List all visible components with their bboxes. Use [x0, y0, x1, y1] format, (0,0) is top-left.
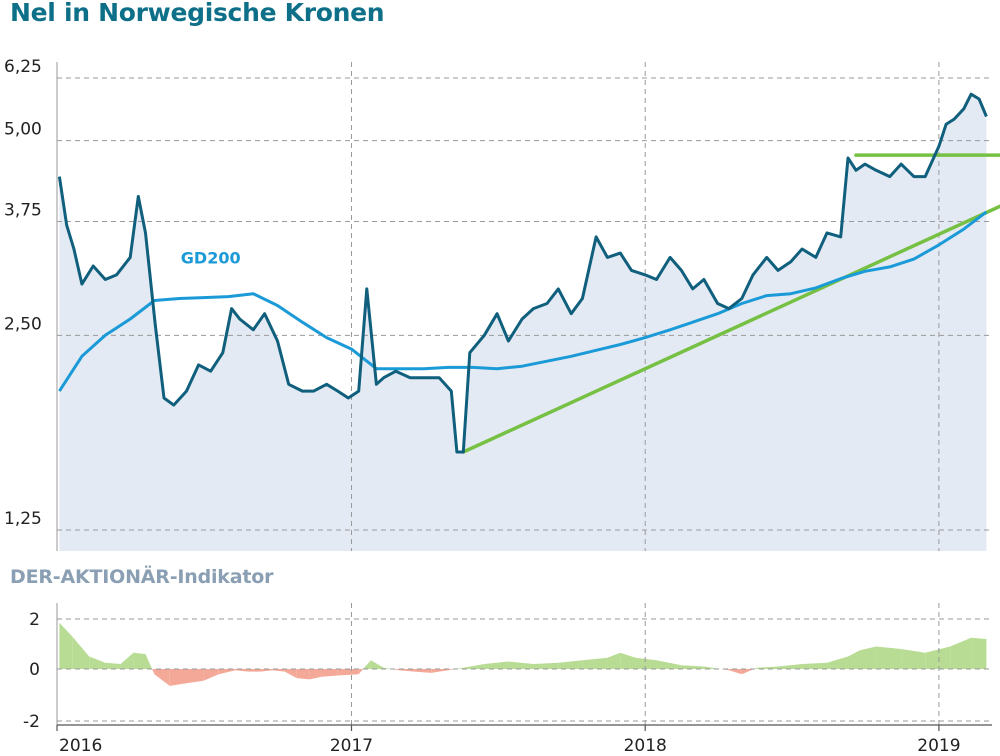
y-tick-label: 2,50: [4, 314, 42, 334]
indicator-positive-area: [778, 664, 803, 669]
indicator-positive-area: [105, 662, 121, 669]
indicator-negative-area: [296, 669, 310, 680]
indicator-negative-area: [728, 669, 742, 675]
gd200-line: [58, 210, 988, 392]
indicator-positive-area: [950, 637, 972, 669]
y-tick-label: 6,25: [4, 57, 42, 77]
indicator-y-tick-label: 2: [29, 610, 40, 630]
indicator-negative-area: [235, 669, 248, 672]
support-trendline: [461, 204, 1000, 454]
indicator-negative-area: [186, 669, 204, 684]
indicator-positive-area: [901, 649, 926, 669]
indicator-positive-area: [363, 660, 371, 669]
indicator-positive-area: [533, 662, 559, 669]
indicator-positive-area: [133, 652, 146, 669]
indicator-y-tick-label: 0: [29, 660, 40, 680]
x-tick-label: 2018: [624, 736, 667, 756]
indicator-positive-area: [827, 656, 848, 669]
indicator-positive-area: [59, 622, 73, 669]
x-tick-label: 2016: [59, 736, 102, 756]
x-tick-label: 2019: [917, 736, 960, 756]
indicator-negative-area: [284, 669, 297, 679]
indicator-negative-area: [309, 669, 322, 680]
indicator-negative-area: [358, 669, 364, 675]
y-tick-label: 5,00: [4, 120, 42, 140]
price-area-fill: [59, 94, 987, 551]
indicator-positive-area: [802, 662, 827, 669]
indicator-negative-area: [154, 669, 170, 686]
indicator-negative-area: [741, 669, 754, 675]
y-tick-label: 1,25: [4, 509, 42, 529]
indicator-positive-area: [72, 636, 90, 669]
chart-title: Nel in Norwegische Kronen: [10, 0, 385, 27]
indicator-positive-area: [620, 652, 636, 669]
indicator-positive-area: [971, 637, 987, 669]
indicator-negative-area: [414, 669, 432, 673]
y-tick-label: 3,75: [4, 200, 42, 220]
gd200-label: GD200: [181, 248, 241, 267]
indicator-negative-area: [203, 669, 219, 681]
indicator-negative-area: [337, 669, 359, 676]
price-line: [57, 92, 988, 454]
indicator-negative-area: [391, 669, 399, 671]
indicator-negative-area: [152, 669, 155, 675]
indicator-negative-area: [272, 669, 285, 672]
indicator-positive-area: [876, 646, 902, 669]
indicator-negative-area: [260, 669, 273, 672]
indicator-negative-area: [169, 669, 187, 686]
indicator-negative-area: [321, 669, 338, 677]
indicator-positive-area: [508, 661, 534, 669]
indicator-positive-area: [120, 652, 134, 669]
indicator-positive-area: [145, 654, 153, 669]
indicator-positive-area: [463, 664, 485, 669]
indicator-positive-area: [484, 661, 509, 669]
indicator-positive-area: [848, 650, 860, 669]
indicator-negative-area: [399, 669, 415, 672]
indicator-negative-area: [218, 669, 236, 675]
indicator-positive-area: [558, 660, 583, 669]
indicator-title: DER-AKTIONÄR-Indikator: [10, 566, 274, 588]
indicator-positive-area: [925, 646, 951, 669]
indicator-positive-area: [607, 652, 621, 669]
indicator-positive-area: [370, 660, 384, 669]
indicator-positive-area: [681, 665, 704, 669]
indicator-positive-area: [703, 666, 721, 669]
indicator-negative-area: [431, 669, 449, 673]
indicator-positive-area: [582, 657, 608, 669]
indicator-positive-area: [656, 660, 682, 669]
indicator-positive-area: [635, 657, 657, 669]
indicator-negative-area: [247, 669, 261, 672]
indicator-positive-area: [89, 656, 106, 669]
x-tick-label: 2017: [330, 736, 373, 756]
indicator-y-tick-label: -2: [23, 712, 40, 732]
indicator-positive-area: [860, 646, 877, 669]
indicator-positive-area: [757, 666, 778, 669]
indicator-negative-area: [448, 669, 456, 671]
